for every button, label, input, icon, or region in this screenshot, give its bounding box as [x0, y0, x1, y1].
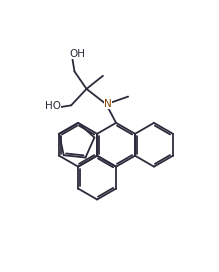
Text: OH: OH	[69, 49, 85, 59]
Text: N: N	[104, 98, 112, 109]
Text: HO: HO	[45, 101, 61, 112]
